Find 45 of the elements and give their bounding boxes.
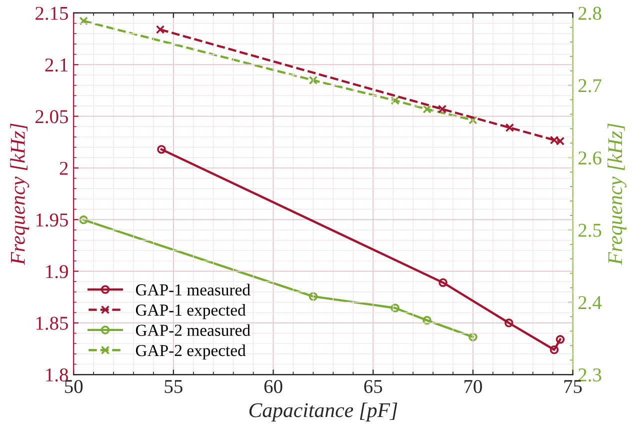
y-tick-label: 2.05 <box>36 110 68 124</box>
point <box>390 304 400 312</box>
point <box>308 76 318 85</box>
y2-tick-label: 2.4 <box>578 296 602 310</box>
point <box>468 332 478 342</box>
y-tick-label: 2.15 <box>36 6 68 20</box>
point <box>504 318 514 328</box>
x-tick-label: 75 <box>564 380 582 394</box>
point <box>156 25 165 34</box>
y2-tick-label: 2.3 <box>578 368 602 382</box>
y-tick-label: 1.9 <box>46 265 68 278</box>
point <box>157 144 166 154</box>
y2-tick-label: 2.5 <box>578 224 602 237</box>
point <box>79 16 88 26</box>
x-tick-label: 55 <box>164 380 182 394</box>
y-tick-label: 2.1 <box>45 58 68 72</box>
y2-tick-label: 2.7 <box>578 79 602 92</box>
y-tick-label: 1.95 <box>36 213 68 227</box>
y2-tick-label: 2.8 <box>578 6 602 20</box>
y-axis-title: Frequency [kHz] <box>10 124 30 265</box>
point <box>438 104 447 114</box>
point <box>422 104 432 114</box>
point <box>390 96 400 105</box>
x-tick-label: 65 <box>364 380 382 394</box>
y-tick-label: 1.85 <box>36 316 68 330</box>
legend-label: GAP-2 measured <box>136 324 250 336</box>
y-tick-label: 1.8 <box>46 368 68 382</box>
y2-tick-label: 2.6 <box>578 151 602 165</box>
point <box>556 335 565 344</box>
point <box>438 278 448 287</box>
point <box>468 116 478 124</box>
point <box>308 292 318 301</box>
point <box>79 215 88 224</box>
point <box>505 123 514 132</box>
x-axis-title: Capacitance [pF] <box>249 402 398 422</box>
point <box>550 345 559 354</box>
legend-label: GAP-1 measured <box>136 284 250 296</box>
x-tick-label: 70 <box>464 380 482 394</box>
y-tick-label: 2 <box>60 162 68 175</box>
y2-axis-title: Frequency [kHz] <box>608 124 626 265</box>
x-tick-label: 50 <box>65 380 83 394</box>
point <box>422 316 432 325</box>
legend-label: GAP-1 expected <box>136 304 246 320</box>
legend-label: GAP-2 expected <box>136 344 246 360</box>
x-tick-label: 60 <box>264 380 282 394</box>
